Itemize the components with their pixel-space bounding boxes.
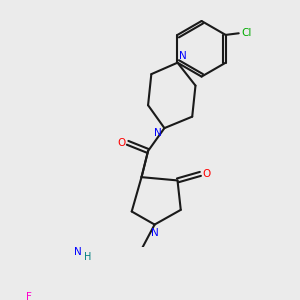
Text: Cl: Cl	[242, 28, 252, 38]
Text: N: N	[151, 228, 158, 238]
Text: N: N	[74, 247, 82, 257]
Text: O: O	[117, 138, 125, 148]
Text: N: N	[154, 128, 162, 138]
Text: F: F	[26, 292, 32, 300]
Text: H: H	[84, 252, 91, 262]
Text: N: N	[178, 51, 186, 61]
Text: O: O	[203, 169, 211, 179]
